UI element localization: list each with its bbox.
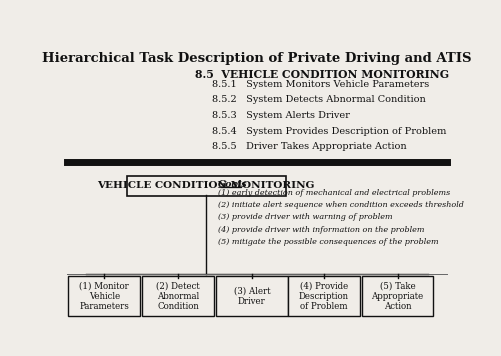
Text: 8.5.5   Driver Takes Appropriate Action: 8.5.5 Driver Takes Appropriate Action [212, 142, 407, 151]
Text: (2) Detect
Abnormal
Condition: (2) Detect Abnormal Condition [156, 281, 200, 311]
Text: Hierarchical Task Description of Private Driving and ATIS: Hierarchical Task Description of Private… [42, 52, 471, 65]
Text: 8.5.3   System Alerts Driver: 8.5.3 System Alerts Driver [212, 111, 350, 120]
Text: 8.5.1   System Monitors Vehicle Parameters: 8.5.1 System Monitors Vehicle Parameters [212, 80, 429, 89]
FancyBboxPatch shape [69, 276, 140, 316]
Text: (1) Monitor
Vehicle
Parameters: (1) Monitor Vehicle Parameters [80, 281, 129, 311]
Text: (3) Alert
Driver: (3) Alert Driver [233, 287, 270, 306]
Text: (5) Take
Appropriate
Action: (5) Take Appropriate Action [371, 281, 424, 311]
FancyBboxPatch shape [142, 276, 214, 316]
FancyBboxPatch shape [216, 276, 288, 316]
Text: (2) initiate alert sequence when condition exceeds threshold: (2) initiate alert sequence when conditi… [218, 201, 464, 209]
Text: 8.5  VEHICLE CONDITION MONITORING: 8.5 VEHICLE CONDITION MONITORING [194, 69, 449, 80]
Text: 8.5.2   System Detects Abnormal Condition: 8.5.2 System Detects Abnormal Condition [212, 95, 426, 104]
FancyBboxPatch shape [127, 176, 286, 196]
Text: Goals: Goals [218, 180, 247, 189]
Text: 8.5.4   System Provides Description of Problem: 8.5.4 System Provides Description of Pro… [212, 127, 446, 136]
Text: (5) mitigate the possible consequences of the problem: (5) mitigate the possible consequences o… [218, 237, 438, 246]
FancyBboxPatch shape [362, 276, 433, 316]
Text: (3) provide driver with warning of problem: (3) provide driver with warning of probl… [218, 214, 393, 221]
Text: (4) Provide
Description
of Problem: (4) Provide Description of Problem [299, 281, 349, 311]
Text: (4) provide driver with information on the problem: (4) provide driver with information on t… [218, 226, 424, 234]
FancyBboxPatch shape [288, 276, 360, 316]
Text: (1) early detection of mechanical and electrical problems: (1) early detection of mechanical and el… [218, 189, 450, 197]
Text: VEHICLE CONDITION MONITORING: VEHICLE CONDITION MONITORING [98, 182, 315, 190]
